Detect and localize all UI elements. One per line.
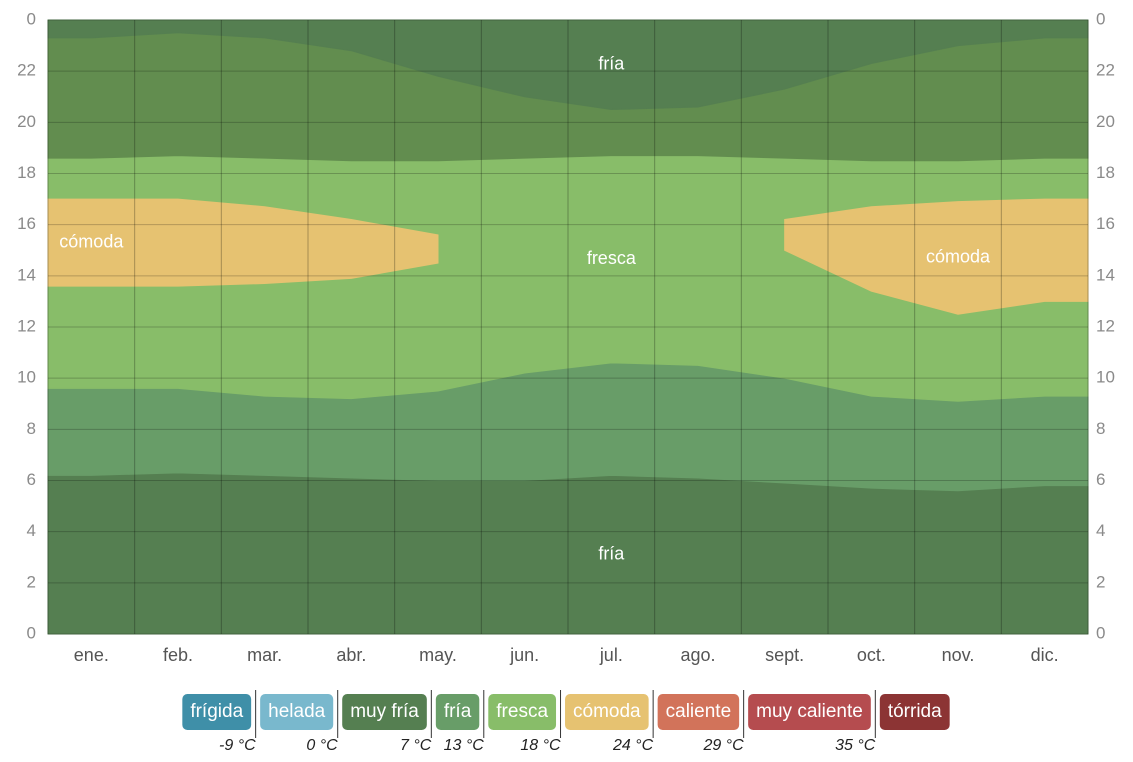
legend-threshold: 24 °C xyxy=(612,737,654,754)
y-tick-label-right: 14 xyxy=(1096,265,1115,284)
y-tick-label-right: 6 xyxy=(1096,470,1105,489)
x-tick-label: ago. xyxy=(680,645,715,665)
x-tick-label: may. xyxy=(419,645,457,665)
band-label: fresca xyxy=(587,248,637,268)
y-tick-label: 4 xyxy=(27,521,36,540)
band-label: cómoda xyxy=(59,231,124,251)
band-area xyxy=(47,198,439,287)
x-tick-label: nov. xyxy=(942,645,975,665)
y-tick-label-right: 10 xyxy=(1096,368,1115,387)
legend-threshold: -9 °C xyxy=(219,737,256,754)
y-tick-label-right: 0 xyxy=(1096,623,1105,642)
y-tick-label: 2 xyxy=(27,572,36,591)
y-tick-label: 20 xyxy=(17,112,36,131)
legend-label: tórrida xyxy=(888,701,942,722)
legend-threshold: 7 °C xyxy=(400,737,432,754)
legend-label: caliente xyxy=(666,701,732,722)
y-tick-label: 8 xyxy=(27,419,36,438)
y-tick-label-right: 16 xyxy=(1096,214,1115,233)
y-tick-label: 0 xyxy=(27,623,36,642)
y-tick-label: 6 xyxy=(27,470,36,489)
band-label: fría xyxy=(598,54,625,74)
y-tick-label: 16 xyxy=(17,214,36,233)
y-tick-label-right: 8 xyxy=(1096,419,1105,438)
legend: frígida helada muy fría fría fresca cómoda cal… xyxy=(182,690,950,754)
x-tick-label: oct. xyxy=(857,645,886,665)
legend-swatch xyxy=(342,694,427,730)
band-label: cómoda xyxy=(926,247,991,267)
legend-swatch xyxy=(657,694,740,730)
y-tick-label-right: 22 xyxy=(1096,61,1115,80)
legend-swatch xyxy=(748,694,871,730)
legend-swatch xyxy=(182,694,252,730)
band-area xyxy=(47,19,1089,111)
legend-threshold: 18 °C xyxy=(520,737,561,754)
legend-threshold: 13 °C xyxy=(444,737,485,754)
legend-label: muy fría xyxy=(350,701,419,722)
legend-label: fresca xyxy=(496,701,548,722)
x-tick-label: dic. xyxy=(1031,645,1059,665)
y-tick-label-right: 0 xyxy=(1096,9,1105,28)
legend-threshold: 35 °C xyxy=(835,737,876,754)
x-tick-label: mar. xyxy=(247,645,282,665)
legend-label: fría xyxy=(444,701,472,722)
y-tick-label: 10 xyxy=(17,368,36,387)
y-tick-label-right: 20 xyxy=(1096,112,1115,131)
y-tick-label: 22 xyxy=(17,61,36,80)
y-tick-label-right: 4 xyxy=(1096,521,1105,540)
x-tick-label: sept. xyxy=(765,645,804,665)
x-tick-label: jun. xyxy=(509,645,539,665)
y-tick-label-right: 18 xyxy=(1096,163,1115,182)
y-tick-label: 0 xyxy=(27,9,36,28)
x-tick-label: ene. xyxy=(74,645,109,665)
legend-swatch xyxy=(565,694,649,730)
legend-swatch xyxy=(435,694,480,730)
legend-label: muy caliente xyxy=(756,701,863,722)
legend-swatch xyxy=(488,694,557,730)
legend-label: cómoda xyxy=(573,701,641,722)
legend-swatch xyxy=(260,694,334,730)
legend-label: frígida xyxy=(190,701,243,722)
x-tick-label: jul. xyxy=(599,645,623,665)
y-tick-label: 12 xyxy=(17,316,36,335)
legend-threshold: 29 °C xyxy=(702,737,744,754)
band-area xyxy=(784,198,1089,315)
legend-label: helada xyxy=(268,701,325,722)
x-tick-label: feb. xyxy=(163,645,193,665)
y-tick-label-right: 2 xyxy=(1096,572,1105,591)
band-label: fría xyxy=(598,543,625,563)
y-tick-label-right: 12 xyxy=(1096,316,1115,335)
y-tick-label: 18 xyxy=(17,163,36,182)
legend-swatch xyxy=(879,694,950,730)
y-tick-label: 14 xyxy=(17,265,36,284)
x-tick-label: abr. xyxy=(336,645,366,665)
legend-threshold: 0 °C xyxy=(306,737,338,754)
